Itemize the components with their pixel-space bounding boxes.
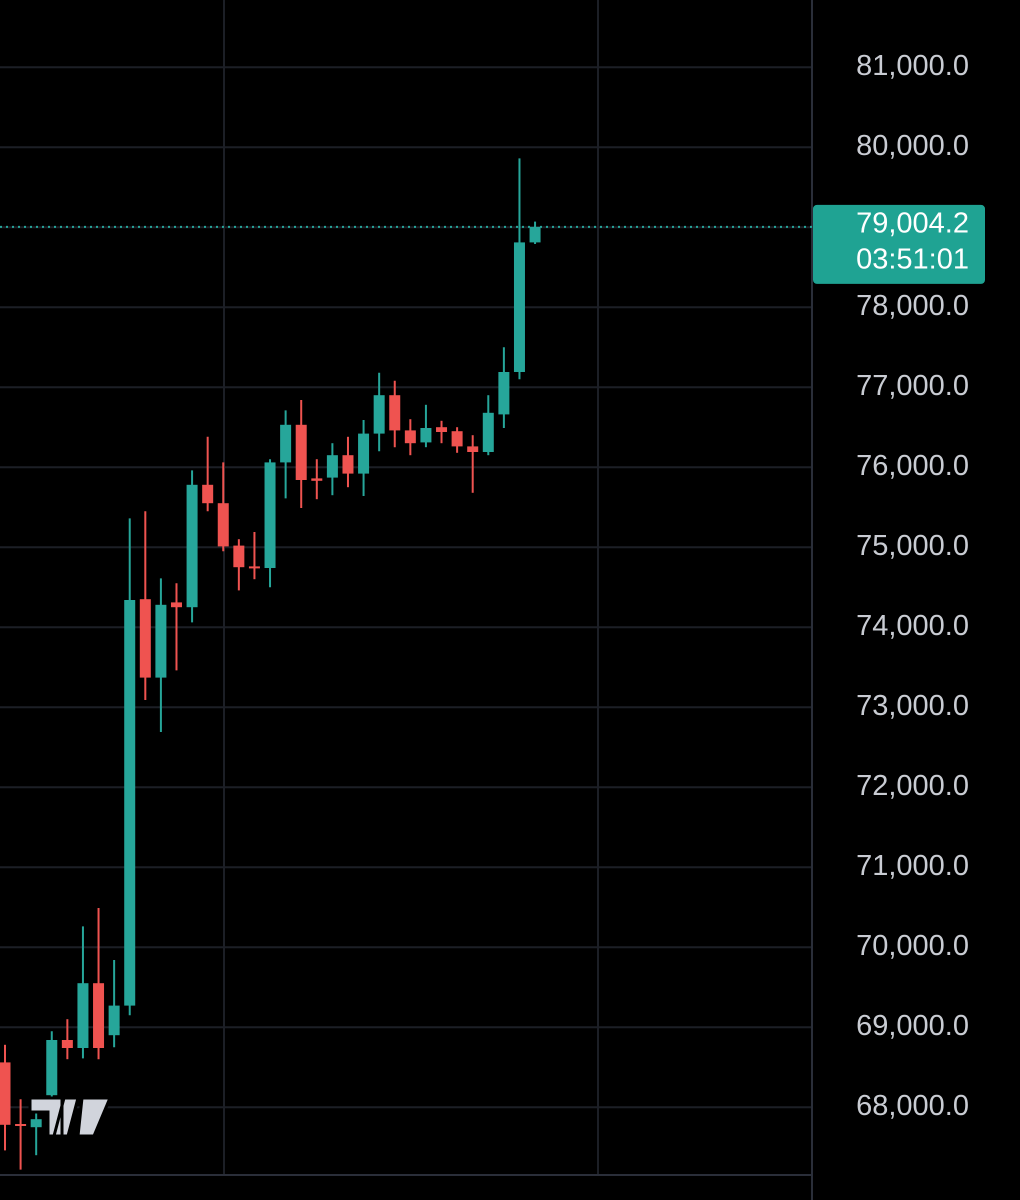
candle-body [15,1124,27,1126]
y-tick-label: 80,000.0 [856,130,969,162]
y-tick-label: 74,000.0 [856,610,969,642]
candle-body [389,395,401,431]
y-tick-label: 78,000.0 [856,290,969,322]
candle-body [93,983,105,1048]
candle-body [248,566,260,569]
y-tick-label: 70,000.0 [856,930,969,962]
candle-body [124,600,136,1006]
candle-body [30,1119,42,1128]
candle-body [529,226,541,243]
grid [0,66,812,1109]
candles [0,158,541,1170]
y-tick-label: 77,000.0 [856,370,969,402]
candle-body [46,1040,58,1096]
y-tick-label: 69,000.0 [856,1010,969,1042]
last-price: 79,004.2 03:51:01 [0,204,985,284]
candle-body [295,424,307,480]
y-tick-label: 73,000.0 [856,690,969,722]
candle-body [155,604,167,678]
logo-shape [28,1096,113,1138]
candle-body [202,484,214,504]
candle-body [420,428,432,443]
last-price-label: 79,004.2 [856,208,969,240]
candle-body [498,372,510,415]
candle-body [436,427,448,432]
candle-body [77,983,89,1048]
candle-body [358,433,370,474]
candle-body [513,242,525,372]
candle-body [233,545,245,568]
candle-body [311,478,323,481]
candle-body [170,602,182,608]
candle-body [61,1040,73,1048]
candle-body [217,503,229,547]
y-tick-label: 75,000.0 [856,530,969,562]
candle-body [139,599,151,678]
candle-body [326,455,338,478]
candle-body [482,412,494,452]
y-tick-label: 72,000.0 [856,770,969,802]
y-tick-label: 68,000.0 [856,1090,969,1122]
y-tick-label: 81,000.0 [856,50,969,82]
candle-body [186,484,198,608]
y-tick-label: 76,000.0 [856,450,969,482]
candle-body [108,1005,120,1036]
candle-body [280,424,292,463]
y-tick-label: 71,000.0 [856,850,969,882]
candle-body [404,430,416,444]
candle-body [373,395,385,434]
last-price-box [813,204,985,284]
candle-body [467,446,479,452]
candle-body [264,462,276,568]
candle-body [451,431,463,447]
candle-body [0,1062,11,1125]
tradingview-logo [28,1096,113,1138]
countdown-label: 03:51:01 [856,244,969,276]
candle-body [342,455,354,474]
